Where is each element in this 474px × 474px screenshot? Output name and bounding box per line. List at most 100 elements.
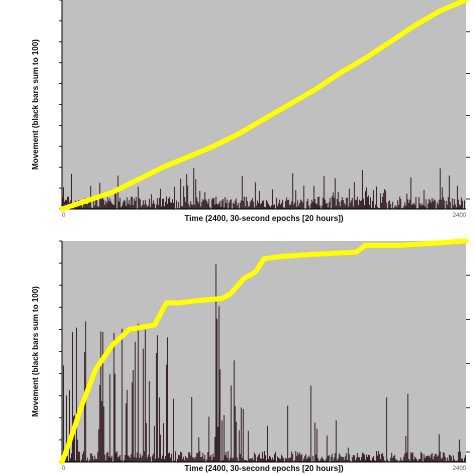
movement-bar [300, 455, 302, 462]
movement-bar [314, 422, 316, 462]
movement-bar [109, 374, 111, 462]
movement-bar [131, 382, 133, 462]
movement-bar [284, 207, 286, 209]
movement-bar [67, 455, 68, 462]
movement-bar [258, 453, 260, 462]
movement-bar [76, 327, 78, 462]
movement-bar [194, 205, 196, 209]
movement-bar [353, 455, 355, 462]
x-axis-title: Time (2400, 30-second epochs [20 hours]) [184, 464, 343, 473]
movement-bar [316, 204, 318, 209]
movement-bar [416, 459, 418, 462]
movement-bar [261, 451, 263, 462]
movement-bar [281, 454, 283, 462]
movement-bar [257, 202, 259, 209]
plot-background [62, 241, 466, 462]
movement-bar [355, 457, 357, 462]
movement-bar [127, 203, 129, 209]
movement-bar [448, 175, 450, 209]
movement-bar [68, 196, 69, 209]
movement-bar [312, 201, 314, 209]
movement-bar [285, 457, 287, 462]
movement-bar [222, 199, 224, 209]
movement-bar [414, 456, 416, 462]
movement-bar [100, 331, 102, 462]
movement-bar [379, 454, 381, 462]
movement-bar [372, 200, 373, 209]
movement-bar [92, 456, 94, 462]
movement-bar [429, 200, 431, 209]
movement-bar [167, 203, 168, 209]
movement-bar [358, 457, 360, 462]
movement-bar [408, 458, 410, 462]
movement-bar [305, 454, 307, 462]
movement-bar [276, 197, 278, 209]
movement-bar [213, 198, 215, 209]
movement-bar [333, 457, 335, 462]
movement-bar [176, 200, 178, 209]
movement-bar [206, 201, 208, 209]
movement-bar [114, 190, 116, 209]
movement-bar [350, 200, 352, 209]
movement-bar [463, 200, 465, 209]
movement-bar [111, 455, 113, 462]
movement-bar [291, 201, 293, 209]
movement-bar [460, 458, 462, 462]
movement-bar [151, 455, 153, 462]
movement-bar [346, 459, 348, 462]
movement-bar [280, 204, 282, 209]
movement-bar [303, 185, 305, 209]
movement-bar [86, 204, 88, 209]
movement-bar [215, 264, 217, 462]
movement-bar [244, 459, 246, 462]
movement-bar [374, 460, 375, 462]
movement-bar [172, 199, 173, 209]
movement-bar [383, 456, 385, 462]
movement-bar [398, 204, 400, 209]
movement-bar [218, 306, 220, 462]
movement-bar [447, 197, 449, 209]
movement-bar [259, 203, 261, 209]
movement-bar [74, 415, 76, 462]
movement-bar [140, 206, 142, 209]
movement-bar [299, 203, 301, 209]
movement-bar [392, 457, 394, 462]
movement-bar [452, 455, 454, 462]
movement-bar [376, 451, 378, 462]
movement-bar [343, 459, 345, 462]
movement-bar [337, 191, 339, 209]
movement-bar [158, 197, 160, 209]
movement-bar [255, 205, 257, 209]
movement-bar [187, 185, 189, 209]
movement-bar [459, 205, 461, 209]
movement-bar [386, 397, 388, 462]
movement-bar [359, 460, 361, 462]
movement-bar [322, 197, 324, 209]
movement-bar [402, 460, 404, 462]
movement-bar [224, 455, 226, 462]
movement-bar [223, 415, 225, 462]
movement-bar [146, 206, 148, 209]
movement-bar [180, 178, 182, 209]
movement-bar [393, 456, 395, 462]
movement-bar [356, 196, 358, 209]
movement-bar [267, 425, 268, 462]
movement-bar [236, 205, 238, 209]
movement-bar [219, 200, 221, 209]
movement-bar [323, 460, 325, 462]
movement-bar [125, 403, 127, 462]
movement-bar [421, 203, 423, 209]
movement-bar [169, 452, 170, 462]
movement-bar [78, 451, 80, 462]
movement-bar [249, 458, 251, 462]
movement-bar [360, 200, 362, 209]
movement-bar [153, 425, 155, 462]
movement-bar [433, 199, 435, 209]
movement-bar [143, 204, 145, 209]
movement-bar [275, 451, 277, 462]
movement-bar [352, 454, 354, 462]
movement-bar [389, 200, 391, 209]
movement-bar [121, 328, 123, 462]
movement-bar [250, 458, 252, 462]
movement-bar [240, 200, 242, 209]
